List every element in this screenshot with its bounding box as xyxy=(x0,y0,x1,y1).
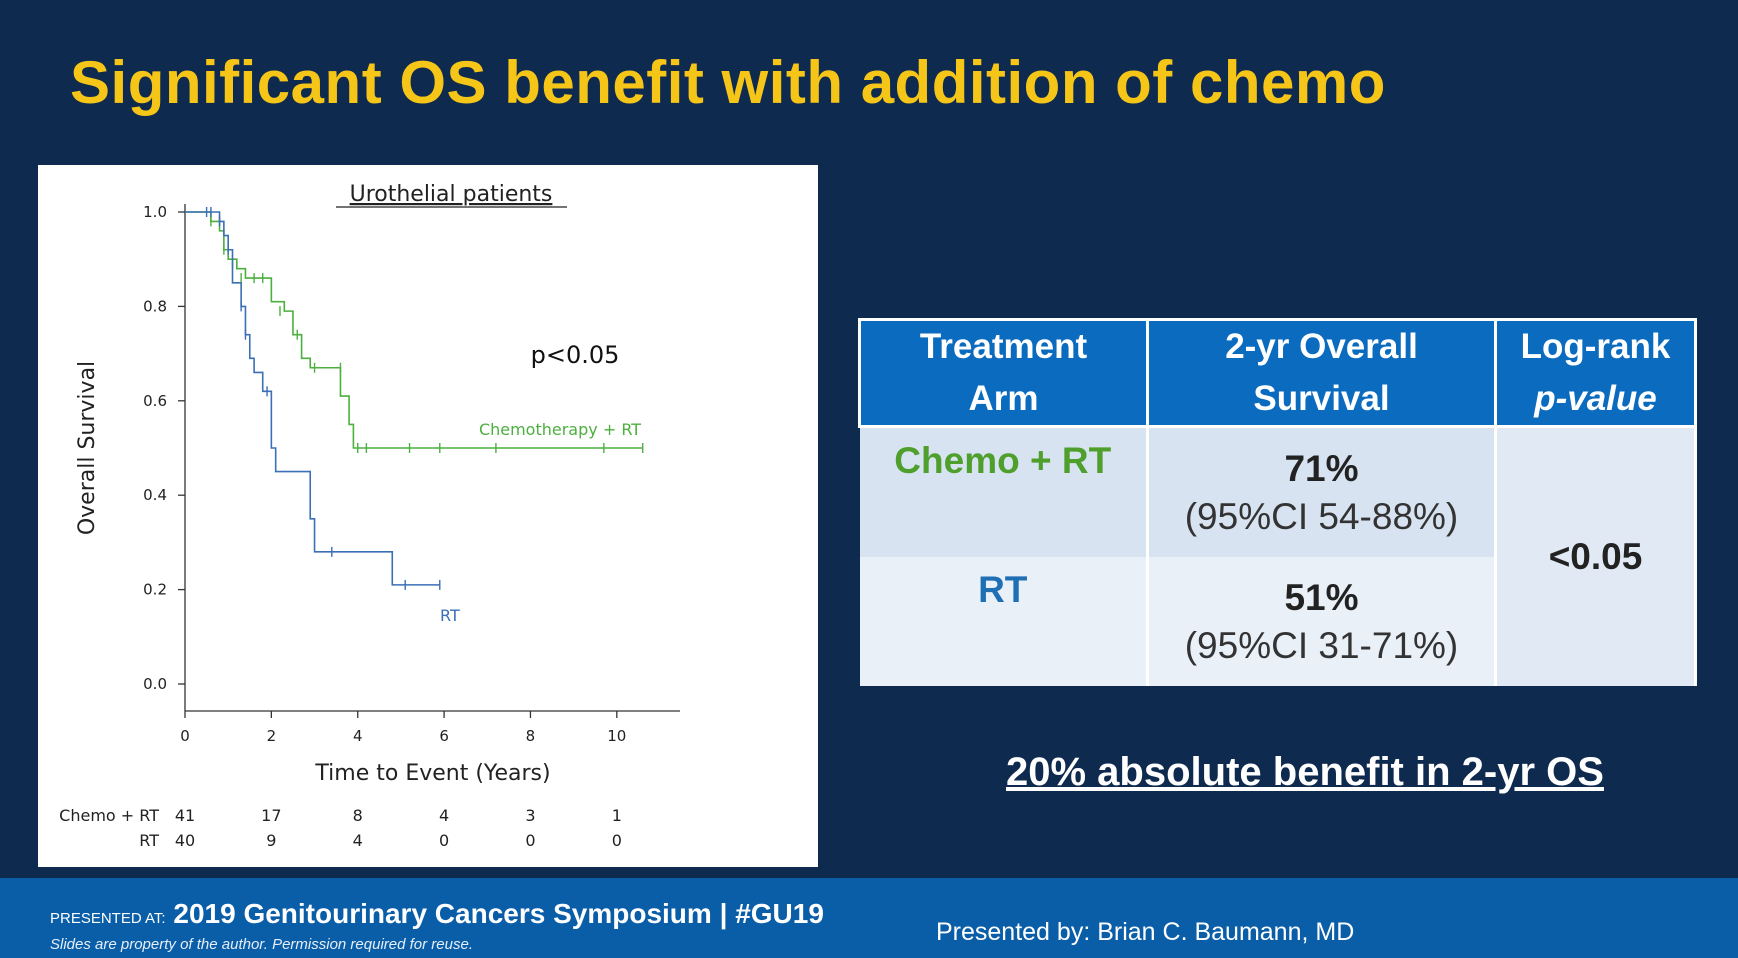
row-os-rt: 51% (95%CI 31-71%) xyxy=(1147,557,1497,686)
os-value: 71% xyxy=(1284,447,1359,489)
x-tick-label: 0 xyxy=(180,727,190,745)
risk-table-value: 40 xyxy=(175,831,195,850)
row-os-chemo-rt: 71% (95%CI 54-88%) xyxy=(1147,426,1497,558)
risk-table-value: 8 xyxy=(353,806,363,825)
km-chart-panel: 0.0 0.2 0.4 0.6 0.8 1.0 0 2 4 6 8 10 Urothelial pati… xyxy=(38,165,818,867)
risk-table-value: 0 xyxy=(525,831,535,850)
benefit-statement: 20% absolute benefit in 2-yr OS xyxy=(1006,750,1604,794)
risk-table-value: 1 xyxy=(612,806,622,825)
y-tick-label: 0.6 xyxy=(143,392,167,410)
os-value: 51% xyxy=(1284,576,1359,618)
footer-presenter: Presented by: Brian C. Baumann, MD xyxy=(936,918,1355,946)
footer-conference: PRESENTED AT: 2019 Genitourinary Cancers… xyxy=(50,898,824,930)
header-overall-survival: 2-yr Overall Survival xyxy=(1146,318,1497,428)
y-tick-label: 0.8 xyxy=(143,297,167,315)
chart-title: Urothelial patients xyxy=(350,182,553,207)
y-tick-label: 0.0 xyxy=(143,675,167,693)
row-arm-chemo-rt: Chemo + RT xyxy=(859,426,1149,558)
row-arm-rt: RT xyxy=(859,557,1149,686)
table-header-row: Treatment Arm 2-yr Overall Survival Log-ra… xyxy=(858,318,1697,428)
p-value-annotation: p<0.05 xyxy=(531,341,620,369)
risk-table-value: 3 xyxy=(525,806,535,825)
risk-table-label: Chemo + RT xyxy=(59,806,159,825)
results-table: Treatment Arm 2-yr Overall Survival Log-ra… xyxy=(858,318,1697,686)
risk-table-value: 41 xyxy=(175,806,195,825)
header-treatment-arm: Treatment Arm xyxy=(858,318,1149,428)
km-curve-chemo-rt xyxy=(185,211,643,449)
y-axis-label: Overall Survival xyxy=(75,361,100,535)
x-tick-label: 2 xyxy=(267,727,277,745)
x-tick-label: 4 xyxy=(353,727,363,745)
risk-table-value: 17 xyxy=(261,806,281,825)
x-tick-label: 6 xyxy=(439,727,449,745)
risk-table-value: 4 xyxy=(439,806,449,825)
risk-table-value: 0 xyxy=(439,831,449,850)
presented-at-label: PRESENTED AT: xyxy=(50,910,166,927)
os-ci: (95%CI 54-88%) xyxy=(1184,495,1459,537)
risk-table-value: 9 xyxy=(266,831,276,850)
x-tick-label: 10 xyxy=(607,727,626,745)
os-ci: (95%CI 31-71%) xyxy=(1184,624,1459,666)
footer-copyright-note: Slides are property of the author. Permi… xyxy=(50,936,473,953)
table-row: RT 51% (95%CI 31-71%) xyxy=(859,557,1696,686)
table-row: Chemo + RT 71% (95%CI 54-88%) <0.05 xyxy=(859,426,1697,686)
risk-table-label: RT xyxy=(139,831,159,850)
p-value-cell: <0.05 xyxy=(1495,426,1697,686)
y-tick-label: 0.4 xyxy=(143,486,167,504)
y-tick-label: 1.0 xyxy=(143,203,167,221)
header-log-rank: Log-rank p-value xyxy=(1494,318,1697,428)
series-label: Chemotherapy + RT xyxy=(479,420,641,439)
x-tick-label: 8 xyxy=(526,727,536,745)
conference-name: 2019 Genitourinary Cancers Symposium | #… xyxy=(173,898,824,929)
series-label: RT xyxy=(440,606,460,625)
risk-table-value: 0 xyxy=(612,831,622,850)
risk-table-value: 4 xyxy=(353,831,363,850)
footer-bar: PRESENTED AT: 2019 Genitourinary Cancers… xyxy=(0,878,1738,958)
slide-title: Significant OS benefit with addition of … xyxy=(70,49,1386,116)
km-curve-rt xyxy=(185,211,440,586)
x-axis-label: Time to Event (Years) xyxy=(314,761,550,786)
y-tick-label: 0.2 xyxy=(143,581,167,599)
